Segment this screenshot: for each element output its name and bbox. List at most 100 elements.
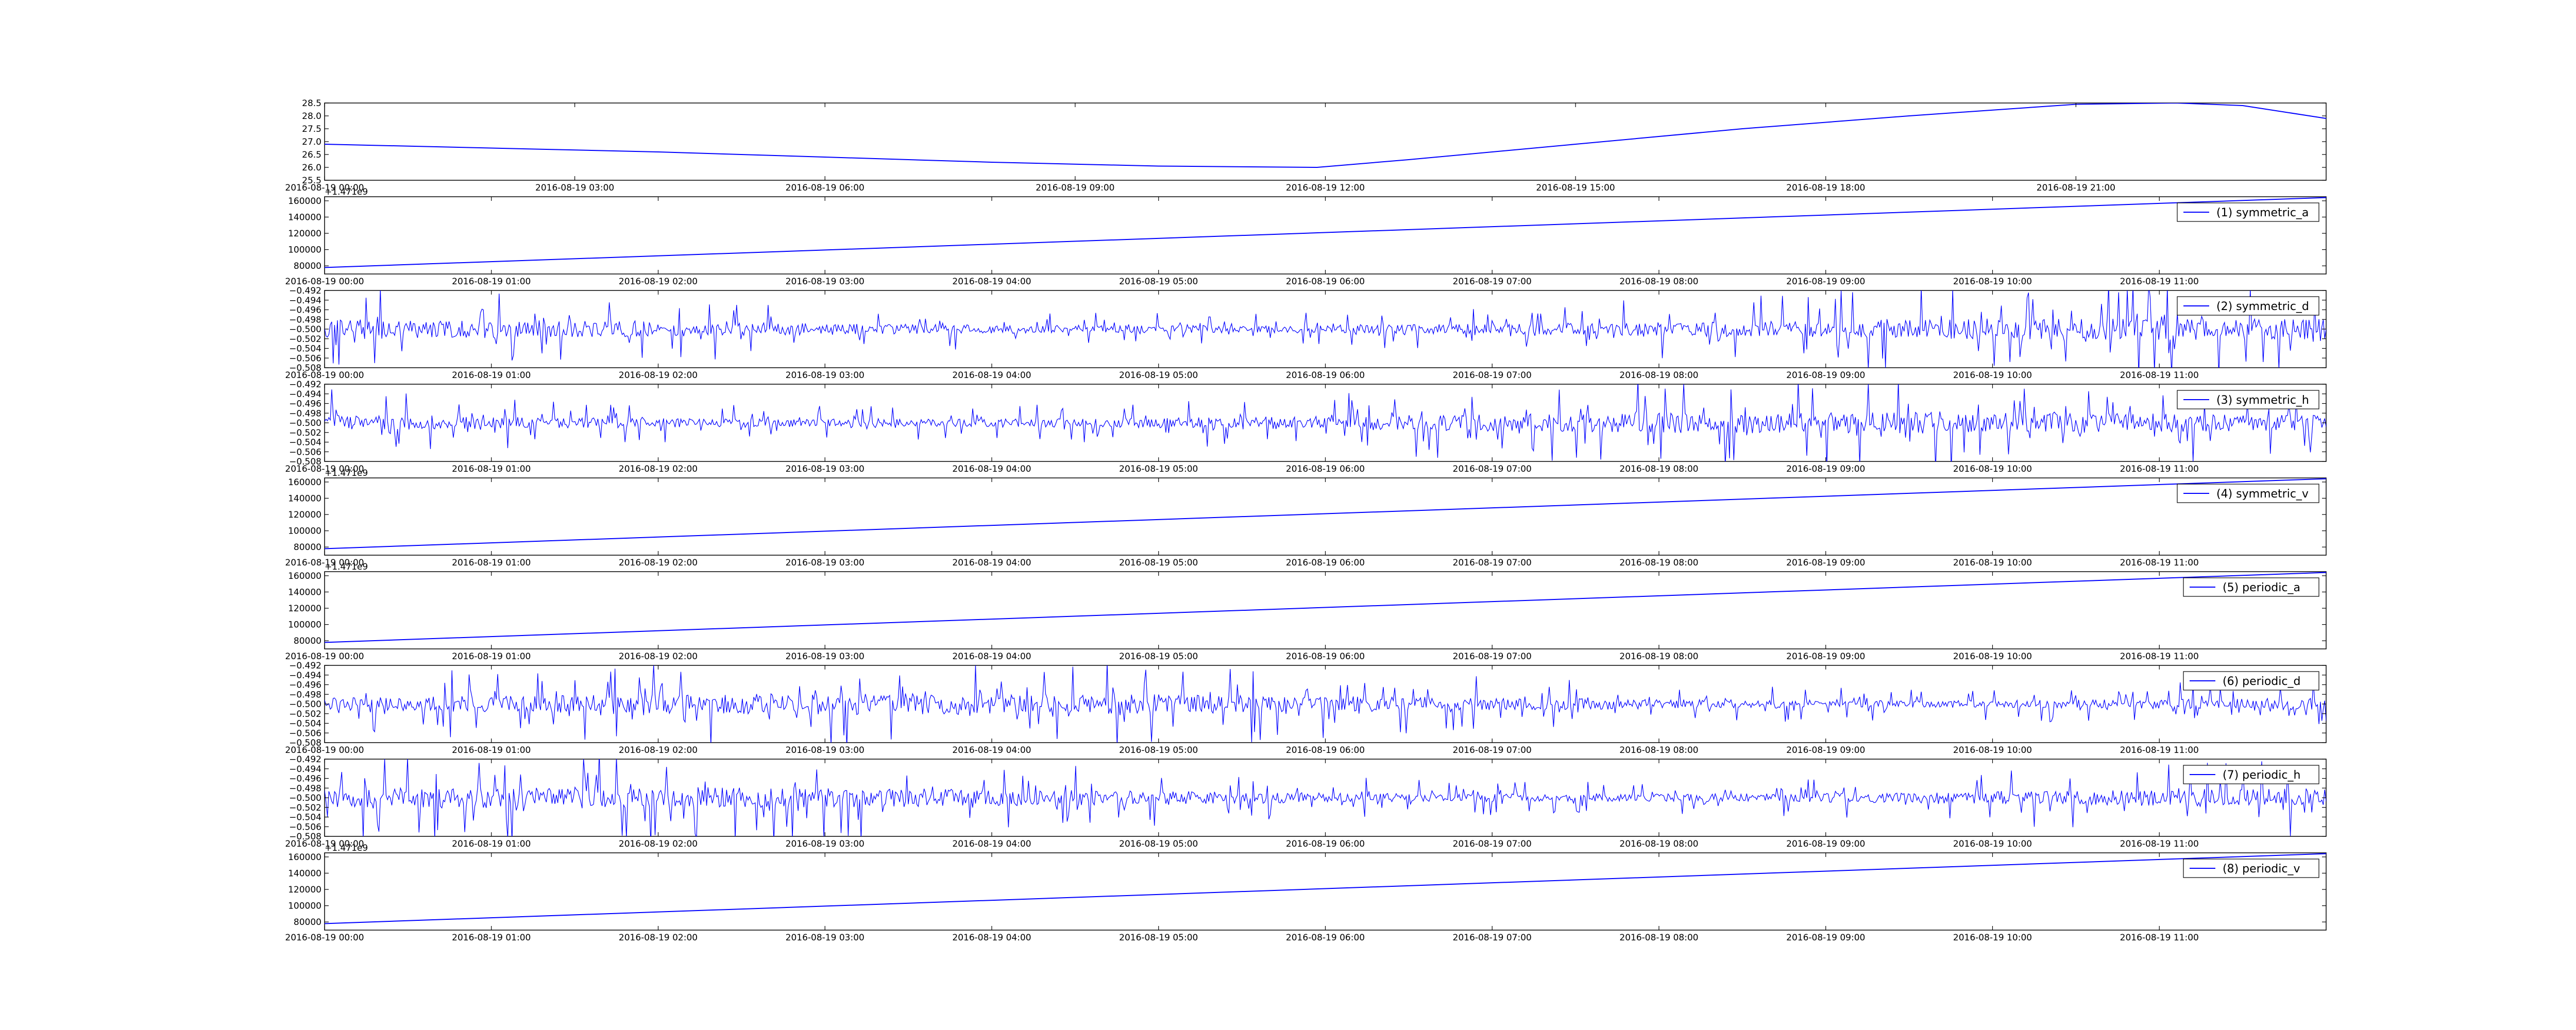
y-tick-label: 100000 [288, 901, 321, 912]
x-tick-label: 2016-08-19 01:00 [452, 745, 531, 756]
series-line [325, 853, 2326, 924]
x-tick-label: 2016-08-19 00:00 [285, 558, 364, 568]
x-tick-label: 2016-08-19 09:00 [1786, 839, 1865, 849]
x-tick-label: 2016-08-19 06:00 [1286, 933, 1365, 943]
x-tick-label: 2016-08-19 05:00 [1119, 839, 1198, 849]
y-tick-label: 160000 [288, 196, 321, 207]
legend: (5) periodic_a [2183, 577, 2319, 597]
y-tick-label: 26.5 [302, 150, 321, 160]
y-tick-label: −0.492 [289, 380, 321, 390]
y-tick-label: −0.498 [289, 408, 321, 419]
x-tick-label: 2016-08-19 01:00 [452, 277, 531, 287]
x-tick-label: 2016-08-19 10:00 [1953, 745, 2032, 756]
x-tick-label: 2016-08-19 09:00 [1786, 651, 1865, 662]
y-tick-label: −0.506 [289, 822, 321, 832]
x-tick-label: 2016-08-19 00:00 [285, 370, 364, 381]
x-tick-label: 2016-08-19 10:00 [1953, 933, 2032, 943]
legend-label: (6) periodic_d [2223, 675, 2300, 688]
x-tick-label: 2016-08-19 11:00 [2120, 745, 2199, 756]
y-tick-label: −0.506 [289, 728, 321, 739]
x-tick-label: 2016-08-19 01:00 [452, 651, 531, 662]
y-tick-label: 120000 [288, 229, 321, 239]
y-tick-label: 80000 [294, 636, 321, 646]
y-tick-label: 100000 [288, 526, 321, 537]
series-line [325, 197, 2326, 268]
x-tick-label: 2016-08-19 04:00 [952, 370, 1031, 381]
axes-frame [324, 290, 2327, 368]
x-tick-label: 2016-08-19 09:00 [1786, 277, 1865, 287]
y-tick-label: −0.494 [289, 764, 321, 775]
y-tick-label: −0.508 [289, 457, 321, 467]
x-tick-label: 2016-08-19 03:00 [786, 933, 865, 943]
legend: (3) symmetric_h [2177, 390, 2319, 409]
legend-label: (2) symmetric_d [2216, 300, 2309, 313]
x-tick-label: 2016-08-19 09:00 [1036, 183, 1114, 193]
x-tick-label: 2016-08-19 03:00 [786, 464, 865, 474]
x-tick-label: 2016-08-19 11:00 [2120, 277, 2199, 287]
x-tick-label: 2016-08-19 05:00 [1119, 370, 1198, 381]
x-tick-label: 2016-08-19 11:00 [2120, 464, 2199, 474]
x-tick-label: 2016-08-19 04:00 [952, 464, 1031, 474]
series-line [325, 665, 2326, 743]
x-tick-label: 2016-08-19 07:00 [1453, 464, 1532, 474]
x-tick-label: 2016-08-19 11:00 [2120, 933, 2199, 943]
y-tick-label: −0.506 [289, 447, 321, 457]
y-tick-label: 100000 [288, 620, 321, 630]
subplot-periodic_d: −0.508−0.506−0.504−0.502−0.500−0.498−0.4… [285, 661, 2327, 756]
x-tick-label: 2016-08-19 05:00 [1119, 933, 1198, 943]
x-tick-label: 2016-08-19 09:00 [1786, 558, 1865, 568]
y-tick-label: 28.5 [302, 98, 321, 109]
legend-label: (5) periodic_a [2223, 581, 2300, 594]
x-tick-label: 2016-08-19 02:00 [619, 839, 698, 849]
x-tick-label: 2016-08-19 07:00 [1453, 839, 1532, 849]
x-tick-label: 2016-08-19 07:00 [1453, 558, 1532, 568]
y-tick-label: −0.508 [289, 832, 321, 842]
y-tick-label: −0.504 [289, 719, 321, 729]
x-tick-label: 2016-08-19 08:00 [1619, 558, 1698, 568]
y-tick-label: −0.506 [289, 353, 321, 364]
y-tick-label: −0.498 [289, 783, 321, 794]
subplot-periodic_v: 80000 100000 120000 140000 160000 2016-08-19 … [285, 843, 2327, 943]
x-tick-label: 2016-08-19 01:00 [452, 370, 531, 381]
x-tick-label: 2016-08-19 06:00 [1286, 370, 1365, 381]
axis-offset-text: +1.471e9 [325, 562, 368, 572]
x-tick-label: 2016-08-19 03:00 [535, 183, 614, 193]
legend-label: (1) symmetric_a [2216, 207, 2309, 219]
x-tick-label: 2016-08-19 03:00 [786, 370, 865, 381]
y-tick-label: 80000 [294, 542, 321, 553]
legend-box [2183, 671, 2319, 691]
legend: (2) symmetric_d [2177, 296, 2319, 316]
x-tick-label: 2016-08-19 07:00 [1453, 745, 1532, 756]
y-tick-label: 80000 [294, 917, 321, 928]
y-tick-label: −0.508 [289, 363, 321, 373]
y-tick-label: −0.492 [289, 754, 321, 765]
x-tick-label: 2016-08-19 02:00 [619, 277, 698, 287]
y-tick-label: −0.500 [289, 418, 321, 428]
x-tick-label: 2016-08-19 00:00 [285, 183, 364, 193]
y-tick-label: −0.502 [289, 428, 321, 438]
y-tick-label: −0.492 [289, 286, 321, 296]
y-tick-label: −0.492 [289, 661, 321, 671]
y-tick-label: 80000 [294, 261, 321, 271]
x-tick-label: 2016-08-19 00:00 [285, 933, 364, 943]
x-tick-label: 2016-08-19 10:00 [1953, 651, 2032, 662]
y-tick-label: 27.0 [302, 137, 321, 147]
y-tick-label: −0.498 [289, 315, 321, 325]
y-tick-label: −0.500 [289, 793, 321, 803]
x-tick-label: 2016-08-19 21:00 [2037, 183, 2115, 193]
y-tick-label: −0.496 [289, 305, 321, 316]
x-tick-label: 2016-08-19 08:00 [1619, 839, 1698, 849]
legend: (1) symmetric_a [2177, 202, 2319, 222]
x-tick-label: 2016-08-19 11:00 [2120, 839, 2199, 849]
y-tick-label: 100000 [288, 245, 321, 255]
x-tick-label: 2016-08-19 03:00 [786, 651, 865, 662]
x-tick-label: 2016-08-19 12:00 [1286, 183, 1365, 193]
x-tick-label: 2016-08-19 07:00 [1453, 933, 1532, 943]
x-tick-label: 2016-08-19 10:00 [1953, 370, 2032, 381]
subplot-periodic_a: 80000 100000 120000 140000 160000 2016-08-19 … [285, 562, 2327, 662]
x-tick-label: 2016-08-19 08:00 [1619, 370, 1698, 381]
y-tick-label: −0.502 [289, 803, 321, 813]
y-tick-label: 140000 [288, 212, 321, 222]
series-line [325, 384, 2326, 461]
